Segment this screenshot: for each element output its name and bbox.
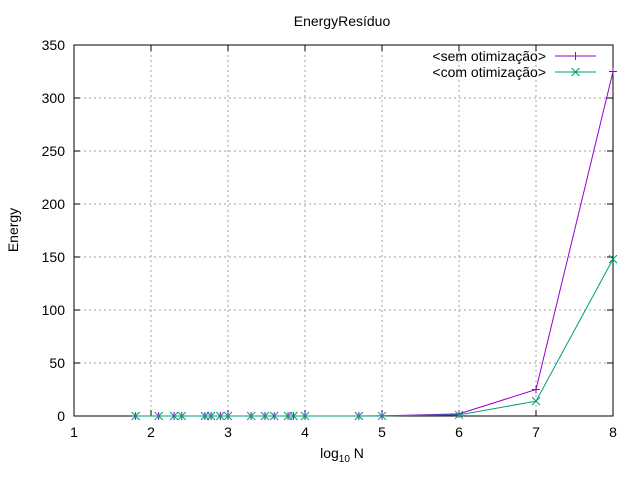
x-tick-label: 1 bbox=[70, 424, 78, 440]
data-point-marker bbox=[246, 411, 256, 421]
legend-entry-1: <sem otimização> bbox=[432, 48, 596, 64]
data-point-marker bbox=[131, 411, 140, 421]
x-axis-label-suffix: N bbox=[350, 445, 364, 461]
data-point-marker bbox=[289, 411, 298, 421]
data-point-marker bbox=[206, 411, 216, 421]
data-point-marker bbox=[269, 411, 279, 421]
data-point-marker bbox=[377, 411, 387, 421]
legend-label: <com otimização> bbox=[432, 64, 546, 80]
y-tick-label: 300 bbox=[42, 90, 66, 106]
x-axis-label-subscript: 10 bbox=[339, 454, 351, 465]
data-point-marker bbox=[223, 411, 233, 421]
data-point-marker bbox=[154, 411, 164, 421]
y-tick-label: 200 bbox=[42, 196, 66, 212]
x-tick-label: 4 bbox=[301, 424, 309, 440]
x-tick-label: 7 bbox=[532, 424, 540, 440]
x-tick-label: 3 bbox=[224, 424, 232, 440]
data-point-marker bbox=[455, 409, 463, 418]
y-axis-label: Energy bbox=[5, 208, 21, 252]
chart-title: EnergyResíduo bbox=[294, 13, 391, 29]
legend-entry-2: <com otimização> bbox=[432, 64, 596, 80]
axis-ticks: 1 2 3 4 5 6 7 8 0 50 100 150 200 250 300 350 bbox=[42, 37, 617, 440]
grid bbox=[74, 45, 613, 416]
x-axis-label-main: log bbox=[320, 445, 339, 461]
legend-label: <sem otimização> bbox=[432, 48, 546, 64]
x-tick-label: 6 bbox=[455, 424, 463, 440]
x-tick-label: 8 bbox=[609, 424, 617, 440]
y-tick-label: 0 bbox=[57, 408, 65, 424]
y-tick-label: 100 bbox=[42, 302, 66, 318]
data-point-marker bbox=[531, 396, 541, 406]
series-line bbox=[135, 71, 614, 417]
y-tick-label: 350 bbox=[42, 37, 66, 53]
series-2 bbox=[131, 254, 618, 421]
data-point-marker bbox=[609, 67, 617, 76]
data-point-marker bbox=[260, 411, 270, 421]
data-point-marker bbox=[532, 385, 540, 394]
data-point-marker bbox=[354, 411, 364, 421]
y-tick-label: 50 bbox=[49, 355, 65, 371]
x-tick-label: 2 bbox=[147, 424, 155, 440]
data-point-marker bbox=[177, 411, 187, 421]
data-point-marker bbox=[454, 410, 464, 420]
data-point-marker bbox=[608, 254, 618, 264]
y-tick-label: 150 bbox=[42, 249, 66, 265]
y-tick-label: 250 bbox=[42, 143, 66, 159]
x-tick-label: 5 bbox=[378, 424, 386, 440]
data-point-marker bbox=[200, 411, 210, 421]
series-1 bbox=[131, 67, 617, 420]
data-point-marker bbox=[300, 411, 310, 421]
x-axis-label: log10 N bbox=[320, 445, 364, 465]
plot-border bbox=[73, 44, 614, 417]
legend-marker bbox=[571, 52, 580, 60]
legend-marker bbox=[571, 67, 580, 77]
series-layer bbox=[131, 67, 618, 421]
data-point-marker bbox=[215, 411, 225, 421]
legend: <sem otimização><com otimização> bbox=[432, 48, 596, 80]
data-point-marker bbox=[169, 411, 179, 421]
series-line bbox=[135, 258, 614, 417]
